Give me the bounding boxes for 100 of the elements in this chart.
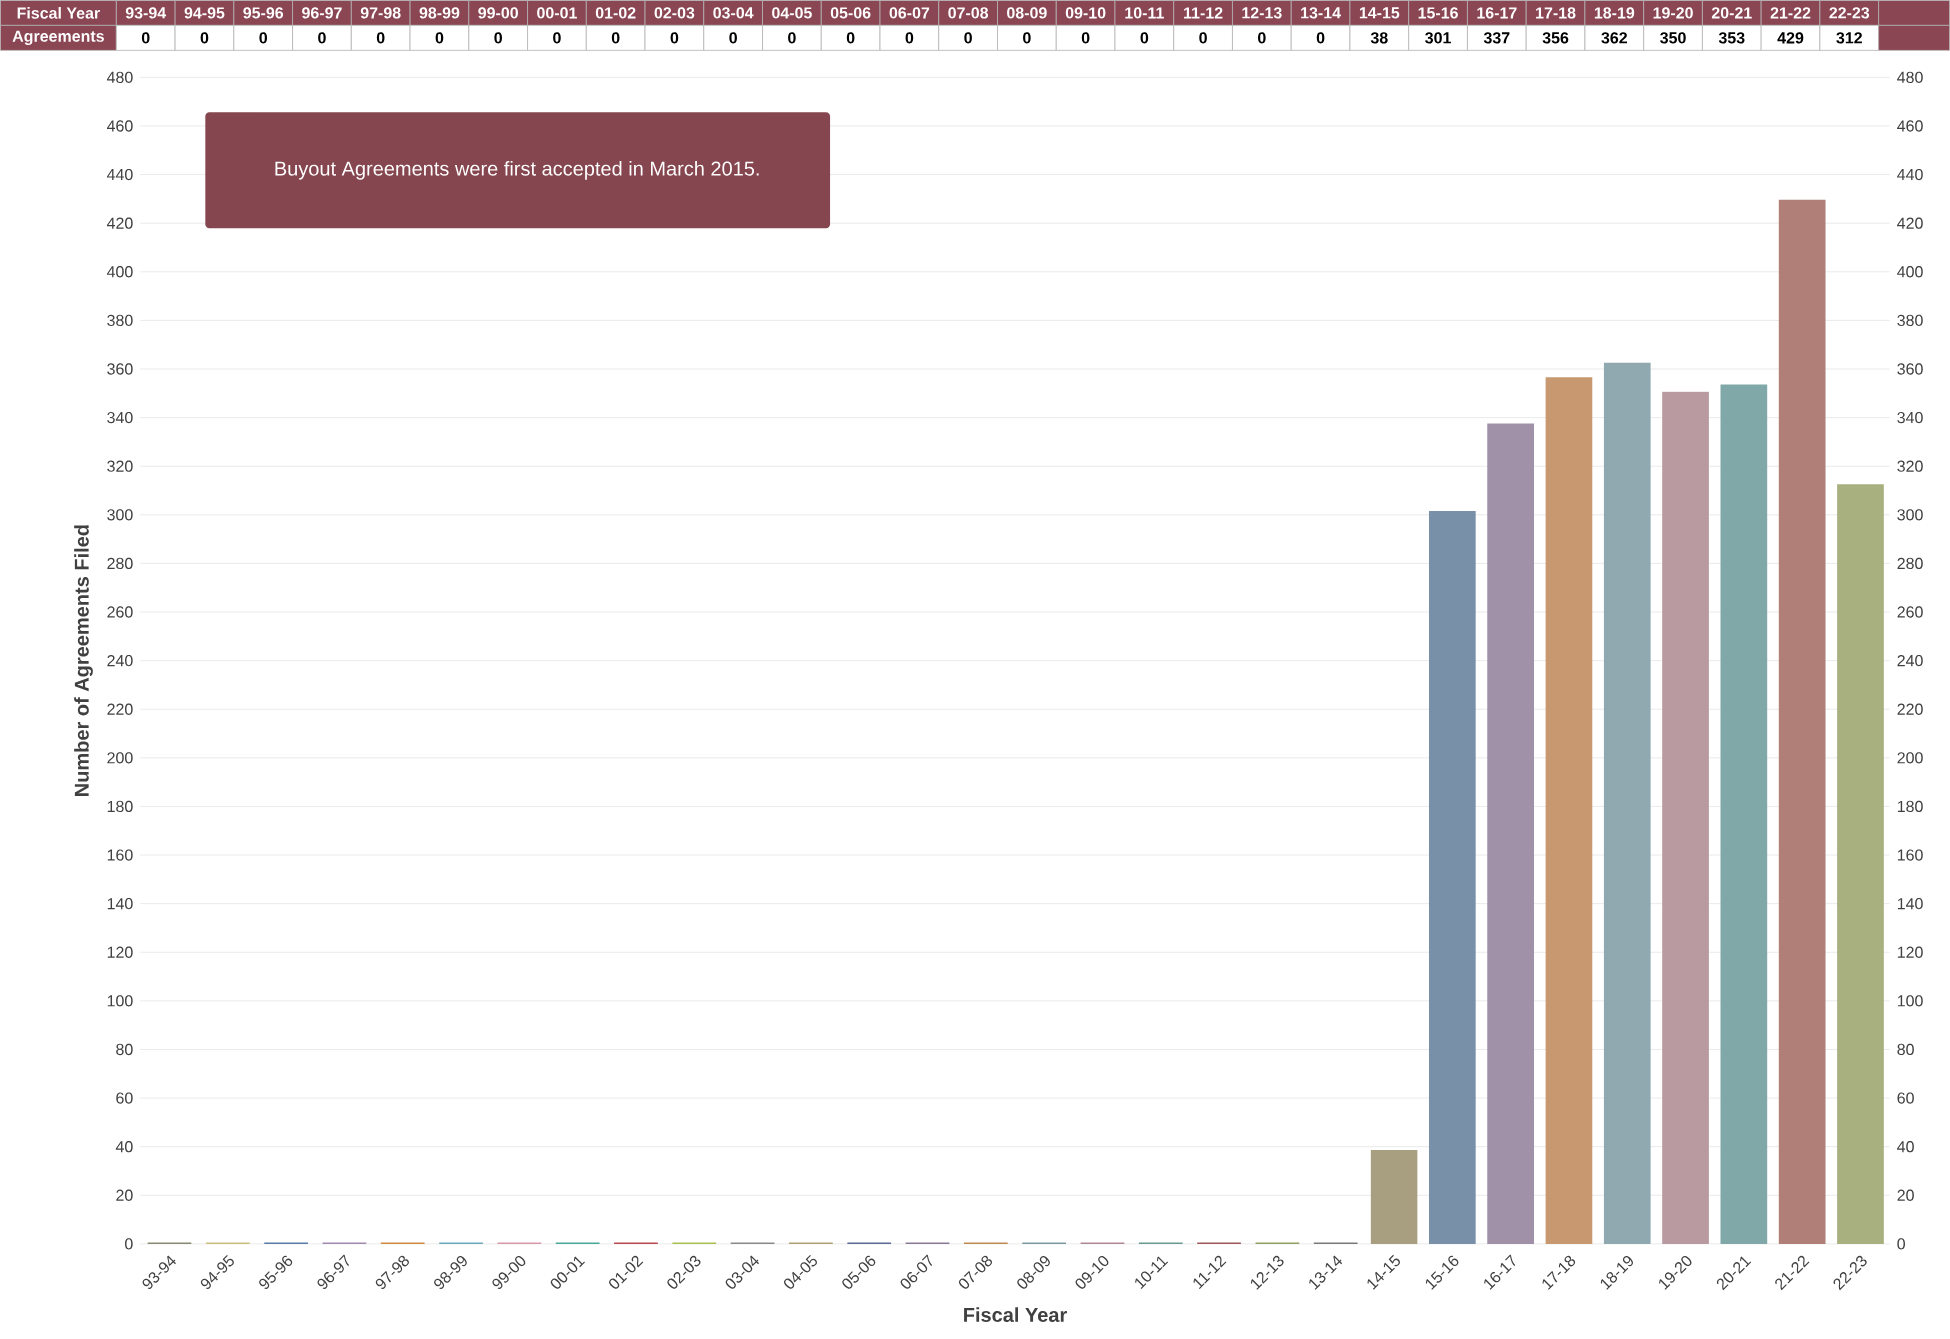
category-label: 11-12 — [1184, 7, 1223, 19]
category-label: 15-16 — [1418, 7, 1458, 19]
y-tick-label: 180 — [107, 800, 133, 813]
data-label: 0 — [141, 32, 150, 44]
category-label: 01-02 — [595, 7, 636, 19]
y2-tick-label: 440 — [1897, 168, 1923, 181]
y2-tick-label: 320 — [1897, 460, 1923, 472]
data-label: 0 — [1023, 32, 1031, 44]
y2-tick-label: 80 — [1897, 1043, 1914, 1056]
category-label: 97-98 — [360, 7, 401, 19]
y-tick-label: 280 — [107, 557, 133, 570]
y-tick-label: 100 — [107, 995, 133, 1007]
data-label: 301 — [1425, 32, 1451, 44]
category-label: 00-01 — [537, 7, 577, 19]
y2-tick-label: 0 — [1897, 1238, 1905, 1250]
y2-tick-label: 380 — [1897, 314, 1923, 327]
y2-tick-label: 60 — [1897, 1092, 1914, 1104]
data-label: 0 — [435, 32, 444, 44]
category-label: 08-09 — [1007, 7, 1047, 19]
y2-tick-label: 200 — [1897, 752, 1923, 764]
data-label: 0 — [200, 32, 209, 44]
data-label: 0 — [729, 32, 737, 44]
y-tick-label: 320 — [107, 460, 133, 472]
y2-tick-label: 420 — [1897, 217, 1923, 229]
y-tick-label: 80 — [116, 1043, 133, 1056]
data-label: 356 — [1542, 32, 1569, 44]
data-label: 353 — [1718, 32, 1745, 44]
y-tick-label: 480 — [106, 71, 133, 84]
category-label: 96-97 — [302, 7, 342, 19]
y-tick-label: 240 — [107, 655, 133, 667]
y-axis-title: Number of Agreements Filed — [74, 525, 93, 796]
y2-tick-label: 140 — [1897, 898, 1923, 910]
y-tick-label: 400 — [106, 266, 133, 278]
category-label: 19-20 — [1653, 7, 1693, 19]
data-label: 0 — [494, 32, 502, 44]
y-tick-label: 300 — [107, 509, 133, 521]
y2-tick-label: 460 — [1897, 120, 1923, 132]
data-label: 429 — [1777, 32, 1804, 44]
data-label: 0 — [788, 32, 796, 44]
category-label: 93-94 — [125, 7, 167, 19]
y2-tick-label: 180 — [1897, 800, 1923, 813]
data-label: 350 — [1660, 32, 1686, 44]
data-label: 0 — [1258, 32, 1266, 44]
y-tick-label: 380 — [107, 314, 133, 327]
y-tick-label: 20 — [116, 1189, 133, 1202]
text: Agreements — [12, 30, 104, 46]
category-label: 12-13 — [1242, 7, 1282, 19]
y-tick-label: 0 — [125, 1238, 133, 1250]
category-label: 99-00 — [478, 7, 518, 19]
y2-tick-label: 240 — [1897, 655, 1923, 667]
category-label: 16-17 — [1477, 7, 1517, 19]
data-label: 0 — [553, 32, 561, 44]
y-tick-label: 460 — [106, 120, 133, 132]
y-tick-label: 120 — [107, 946, 133, 958]
x-axis-title: Fiscal Year — [964, 1307, 1067, 1323]
y-tick-label: 140 — [107, 898, 133, 910]
y-tick-label: 200 — [107, 752, 133, 764]
y-tick-label: 60 — [116, 1092, 133, 1104]
y2-tick-label: 260 — [1897, 606, 1923, 618]
data-label: 0 — [670, 32, 679, 44]
data-label: 0 — [1316, 32, 1325, 44]
data-label: 38 — [1370, 32, 1388, 44]
category-label: 06-07 — [889, 7, 930, 19]
y2-tick-label: 120 — [1897, 946, 1923, 958]
category-label: 07-08 — [948, 7, 989, 19]
category-label: 98-99 — [419, 7, 460, 19]
text: Fiscal Year — [17, 7, 100, 19]
y2-tick-label: 40 — [1897, 1141, 1914, 1153]
annotation: Buyout Agreements were first accepted in March 2015. — [275, 161, 759, 180]
y2-tick-label: 300 — [1897, 509, 1923, 521]
y-tick-label: 160 — [107, 849, 133, 861]
y2-tick-label: 280 — [1897, 557, 1923, 570]
category-label: 95-96 — [243, 7, 284, 19]
category-label: 09-10 — [1065, 7, 1106, 19]
category-label: 10-11 — [1125, 7, 1164, 19]
data-label: 0 — [964, 32, 972, 44]
y2-tick-label: 20 — [1897, 1189, 1914, 1202]
data-label: 0 — [611, 32, 620, 44]
category-label: 05-06 — [830, 7, 871, 19]
data-label: 0 — [905, 32, 914, 44]
y2-tick-label: 360 — [1897, 363, 1923, 375]
data-label: 0 — [846, 32, 855, 44]
y-tick-label: 440 — [106, 168, 133, 181]
category-label: 02-03 — [654, 7, 695, 19]
category-label: 17-18 — [1536, 7, 1576, 19]
data-label: 0 — [376, 32, 385, 44]
data-label: 0 — [259, 32, 268, 44]
y2-tick-label: 340 — [1897, 412, 1923, 424]
data-label: 362 — [1601, 32, 1627, 44]
y2-tick-label: 480 — [1897, 71, 1923, 84]
category-label: 21-22 — [1770, 7, 1811, 19]
category-label: 94-95 — [184, 7, 225, 19]
data-label: 337 — [1483, 32, 1510, 44]
category-label: 18-19 — [1594, 7, 1635, 19]
y-tick-label: 260 — [107, 606, 133, 618]
y-tick-label: 360 — [107, 363, 133, 375]
y2-tick-label: 160 — [1897, 849, 1923, 861]
data-label: 312 — [1836, 32, 1862, 44]
category-label: 04-05 — [772, 7, 812, 19]
y-tick-label: 40 — [115, 1141, 133, 1153]
